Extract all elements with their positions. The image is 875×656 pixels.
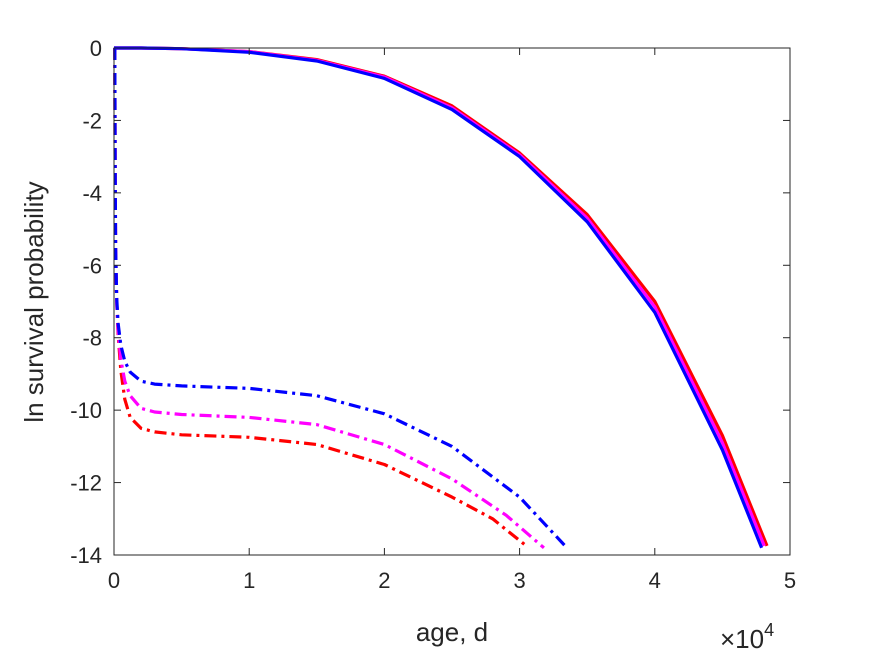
plot-background: [114, 48, 790, 555]
x-tick-labels: 0 1 2 3 4 5: [108, 568, 796, 593]
y-tick-label: -2: [82, 108, 102, 133]
x-exponent-label: ×104: [720, 620, 774, 654]
x-exponent-power: 4: [764, 620, 774, 640]
y-tick-labels: 0 -2 -4 -6 -8 -10 -12 -14: [70, 36, 102, 568]
x-exponent-base: ×10: [720, 624, 764, 654]
x-tick-label: 2: [378, 568, 390, 593]
y-tick-label: -8: [82, 326, 102, 351]
x-tick-label: 1: [243, 568, 255, 593]
plot-box: [113, 47, 791, 556]
y-tick-label: -10: [70, 398, 102, 423]
y-tick-label: -6: [82, 253, 102, 278]
y-axis-label: ln survival probability: [19, 181, 49, 422]
y-tick-label: -4: [82, 181, 102, 206]
series-line-6: [113, 47, 569, 549]
x-tick-label: 4: [649, 568, 661, 593]
y-tick-label: -12: [70, 471, 102, 496]
ticks-layer: [113, 47, 791, 556]
x-axis-label: age, d: [416, 617, 488, 647]
series-line-3: [114, 46, 764, 549]
series-layer: [113, 46, 769, 550]
x-tick-label: 0: [108, 568, 120, 593]
x-tick-label: 5: [784, 568, 796, 593]
y-tick-label: -14: [70, 543, 102, 568]
x-tick-label: 3: [513, 568, 525, 593]
y-tick-label: 0: [90, 36, 102, 61]
